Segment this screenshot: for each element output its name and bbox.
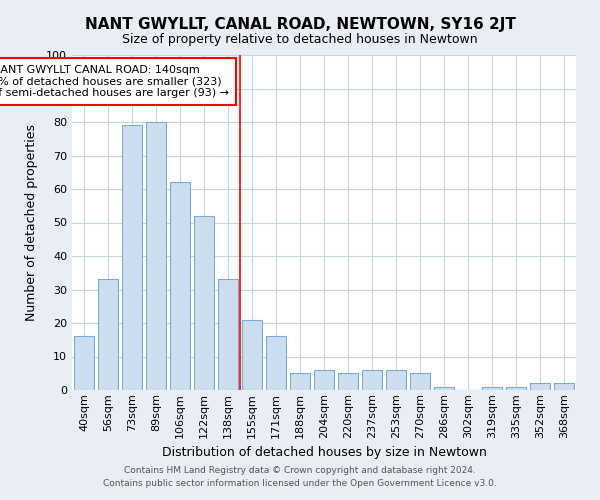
Bar [194, 216, 214, 390]
Bar [338, 373, 358, 390]
Bar [506, 386, 526, 390]
Bar [98, 280, 118, 390]
Bar [218, 280, 238, 390]
Bar [170, 182, 190, 390]
Bar [482, 386, 502, 390]
Bar [530, 384, 550, 390]
Bar [554, 384, 574, 390]
Bar [266, 336, 286, 390]
Bar [242, 320, 262, 390]
Bar [146, 122, 166, 390]
Text: Size of property relative to detached houses in Newtown: Size of property relative to detached ho… [122, 32, 478, 46]
Bar [314, 370, 334, 390]
Text: NANT GWYLLT CANAL ROAD: 140sqm
← 77% of detached houses are smaller (323)
22% of: NANT GWYLLT CANAL ROAD: 140sqm ← 77% of … [0, 65, 229, 98]
Bar [290, 373, 310, 390]
Text: NANT GWYLLT, CANAL ROAD, NEWTOWN, SY16 2JT: NANT GWYLLT, CANAL ROAD, NEWTOWN, SY16 2… [85, 18, 515, 32]
Text: Contains HM Land Registry data © Crown copyright and database right 2024.
Contai: Contains HM Land Registry data © Crown c… [103, 466, 497, 487]
X-axis label: Distribution of detached houses by size in Newtown: Distribution of detached houses by size … [161, 446, 487, 459]
Y-axis label: Number of detached properties: Number of detached properties [25, 124, 38, 321]
Bar [410, 373, 430, 390]
Bar [122, 126, 142, 390]
Bar [386, 370, 406, 390]
Bar [74, 336, 94, 390]
Bar [434, 386, 454, 390]
Bar [362, 370, 382, 390]
